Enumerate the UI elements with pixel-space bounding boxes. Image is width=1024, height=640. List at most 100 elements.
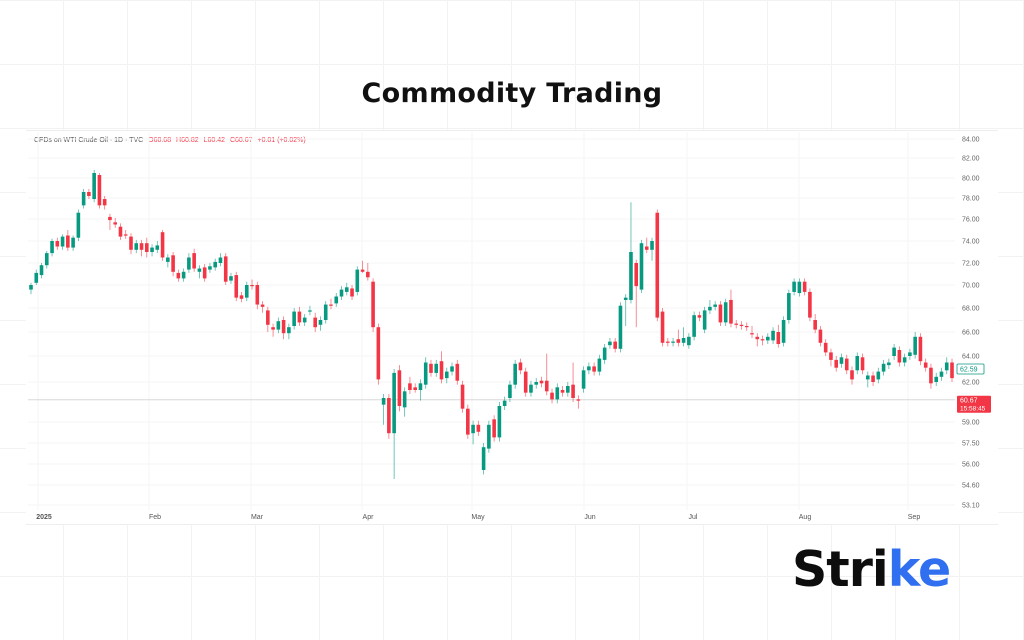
x-tick-label: Apr — [363, 514, 375, 521]
y-tick-label: 62.00 — [962, 380, 980, 387]
y-tick-label: 64.00 — [962, 354, 980, 361]
candle-body — [802, 281, 807, 292]
candle-body — [934, 376, 939, 382]
candle-body — [213, 261, 217, 268]
candle-body — [481, 447, 486, 470]
candle-body — [234, 275, 239, 298]
candle-body — [508, 384, 512, 398]
open-value: O60.68 — [148, 137, 172, 144]
candle-body — [244, 285, 249, 298]
x-tick-label: Jul — [689, 514, 698, 521]
candle-body — [366, 271, 370, 278]
candle-body — [739, 324, 744, 326]
candle-body — [187, 257, 191, 270]
symbol-label: CFDs on WTI Crude Oil · 1D · TVC — [34, 137, 144, 144]
candle-body — [208, 266, 212, 270]
x-tick-label: Sep — [908, 514, 921, 521]
y-tick-label: 80.00 — [962, 176, 980, 183]
candle-body — [650, 241, 654, 250]
candle-body — [118, 226, 123, 237]
candle-body — [429, 363, 433, 373]
candle-body — [760, 339, 765, 341]
candle-body — [160, 232, 165, 258]
candle-body — [92, 173, 96, 200]
candle-body — [581, 370, 586, 389]
candle-body — [334, 296, 339, 304]
candle-body — [550, 392, 554, 400]
candle-body — [539, 380, 544, 384]
candle-body — [813, 320, 817, 330]
candle-body — [308, 310, 312, 312]
candle-body — [655, 212, 660, 318]
candle-body — [355, 269, 360, 292]
candle-body — [939, 371, 944, 377]
candle-body — [455, 363, 460, 381]
candle-body — [371, 281, 375, 328]
candle-body — [218, 257, 223, 263]
candle-body — [823, 342, 828, 353]
y-tick-label: 74.00 — [962, 239, 980, 246]
x-tick-label: 2025 — [36, 514, 52, 521]
y-tick-label: 84.00 — [962, 137, 980, 144]
candle-body — [50, 241, 54, 254]
candle-body — [381, 398, 386, 405]
candle-body — [318, 320, 323, 325]
candle-body — [44, 253, 49, 266]
candle-body — [502, 400, 507, 406]
candle-body — [466, 408, 470, 435]
candle-body — [297, 311, 302, 323]
change-value: +0.01 (+0.02%) — [257, 137, 306, 144]
candle-body — [39, 265, 44, 276]
candle-body — [755, 336, 760, 340]
candle-body — [166, 257, 170, 262]
candle-body — [639, 243, 644, 290]
candle-body — [555, 387, 560, 400]
candle-body — [718, 304, 723, 323]
candle-body — [34, 272, 39, 283]
current-price-box — [957, 395, 991, 413]
candle-body — [829, 352, 833, 360]
y-tick-label: 78.00 — [962, 196, 980, 203]
candle-body — [644, 246, 649, 250]
x-tick-label: Aug — [799, 514, 812, 521]
candle-body — [702, 310, 707, 330]
candle-body — [629, 252, 633, 300]
candle-body — [618, 305, 623, 349]
candle-body — [687, 336, 691, 346]
page-title: Commodity Trading — [361, 78, 663, 109]
candle-body — [81, 192, 86, 206]
candle-body — [560, 390, 565, 393]
candle-body — [97, 175, 102, 206]
candle-body — [623, 297, 628, 300]
candle-body — [408, 383, 412, 390]
candle-body — [776, 332, 781, 344]
candle-body — [276, 321, 281, 330]
candle-body — [660, 311, 665, 343]
y-tick-label: 82.00 — [962, 156, 980, 163]
y-tick-label: 59.00 — [962, 420, 980, 427]
y-tick-label: 76.00 — [962, 217, 980, 224]
candle-body — [634, 263, 639, 287]
candle-body — [139, 243, 144, 250]
candle-body — [171, 255, 175, 272]
candle-body — [608, 341, 612, 346]
candle-body — [571, 384, 575, 398]
candle-body — [402, 391, 407, 408]
candle-body — [850, 370, 854, 380]
candle-body — [29, 285, 33, 290]
candle-body — [708, 306, 712, 311]
candle-body — [771, 330, 775, 341]
candle-body — [744, 326, 749, 328]
candle-body — [329, 304, 333, 306]
candle-body — [692, 315, 696, 337]
candle-body — [513, 363, 517, 385]
candle-body — [460, 384, 465, 409]
x-tick-label: Feb — [149, 514, 161, 521]
candle-body — [302, 317, 307, 323]
x-tick-label: May — [471, 514, 485, 521]
candle-body — [597, 358, 602, 372]
x-tick-label: Mar — [251, 514, 264, 521]
candle-body — [887, 362, 891, 366]
candle-body — [892, 347, 896, 356]
